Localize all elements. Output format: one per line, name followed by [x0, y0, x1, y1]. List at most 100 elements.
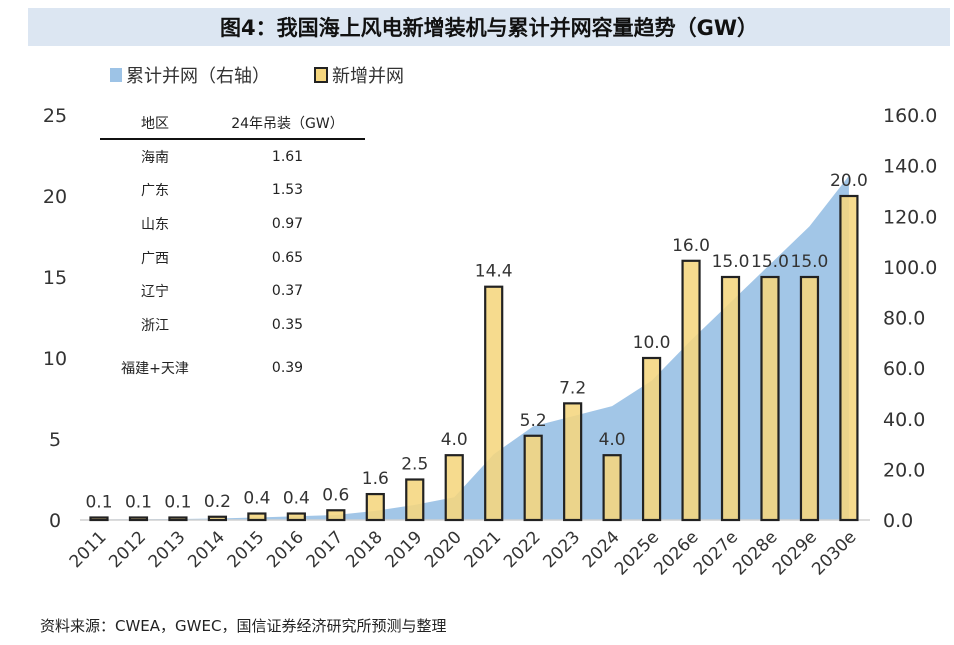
right-axis-tick: 120.0: [883, 206, 937, 228]
x-axis-tick: 2026e: [650, 527, 702, 579]
data-label: 16.0: [672, 236, 710, 256]
x-axis-tick: 2028e: [729, 527, 781, 579]
bar-2011: [89, 516, 109, 522]
cell-region: 广西: [141, 250, 169, 267]
bar-2020: [444, 454, 464, 522]
x-axis-tick: 2011: [66, 527, 111, 572]
x-axis-tick: 2015: [224, 527, 269, 572]
legend-label-cumulative: 累计并网（右轴）: [126, 66, 270, 87]
x-axis-tick: 2021: [461, 527, 506, 572]
header-value: 24年吊装（GW）: [231, 116, 344, 132]
cell-value: 1.61: [271, 148, 304, 165]
bar-2015: [247, 512, 267, 522]
source-note: 资料来源：CWEA，GWEC，国信证券经济研究所预测与整理: [40, 617, 447, 635]
data-label: 15.0: [712, 252, 750, 272]
cell-value: 0.97: [271, 215, 304, 232]
right-axis-tick: 0.0: [883, 510, 913, 532]
left-axis-tick: 10: [43, 348, 67, 370]
cell-value: 1.53: [271, 182, 304, 199]
data-label: 0.6: [322, 485, 349, 505]
data-label: 0.1: [85, 493, 112, 513]
x-axis-tick: 2012: [105, 527, 150, 572]
cell-region: 海南: [141, 149, 169, 166]
data-label: 20.0: [830, 171, 868, 191]
header-region: 地区: [141, 116, 169, 132]
x-axis-tick: 2027e: [690, 527, 742, 579]
x-axis-tick: 2029e: [769, 527, 821, 579]
data-label: 5.2: [520, 411, 547, 431]
cell-value: 0.65: [271, 249, 304, 266]
left-axis-tick: 25: [43, 105, 67, 127]
cell-region: 山东: [141, 216, 169, 233]
table-row: 山东 0.97: [100, 207, 365, 241]
legend-swatch-bar: [314, 67, 328, 83]
x-axis-tick: 2022: [500, 527, 545, 572]
left-axis-tick: 20: [43, 186, 67, 208]
data-label: 7.2: [559, 378, 586, 398]
legend-label-new: 新增并网: [332, 66, 404, 87]
table-row: 福建+天津 0.39: [100, 352, 365, 386]
cell-region: 广东: [141, 183, 169, 200]
left-axis-tick: 0: [49, 510, 61, 532]
chart-title: 图4：我国海上风电新增装机与累计并网容量趋势（GW）: [219, 16, 758, 40]
right-axis-tick: 80.0: [883, 308, 925, 330]
data-label: 0.4: [243, 489, 270, 509]
bar-2021: [484, 285, 504, 522]
right-axis-tick: 160.0: [883, 105, 937, 127]
bar-2022: [523, 434, 543, 522]
table-row: 浙江 0.35: [100, 308, 365, 342]
data-label: 4.0: [441, 430, 468, 450]
bar-2025e: [641, 356, 662, 522]
bar-2026e: [681, 259, 701, 522]
data-label: 15.0: [751, 252, 789, 272]
table-row: 海南 1.61: [100, 140, 365, 174]
right-axis-tick: 100.0: [883, 257, 937, 279]
cell-value: 0.39: [271, 360, 304, 377]
cell-region: 福建+天津: [121, 361, 189, 378]
table-row: 辽宁 0.37: [100, 274, 365, 308]
legend-swatch-area: [110, 68, 122, 82]
bar-2028e: [760, 275, 780, 522]
bar-2014: [207, 515, 228, 522]
bar-2017: [326, 509, 346, 522]
region-table: 地区 24年吊装（GW） 海南 1.61 广东 1.53 山东 0.97 广西 …: [100, 108, 365, 385]
x-axis-tick: 2014: [184, 527, 229, 572]
legend-item-cumulative: 累计并网（右轴）: [110, 62, 270, 88]
data-label: 2.5: [401, 455, 428, 475]
x-axis-tick: 2030e: [808, 527, 860, 579]
x-axis-tick: 2019: [382, 527, 427, 572]
left-axis-tick: 5: [49, 429, 61, 451]
table-row: 广东 1.53: [100, 174, 365, 208]
data-label: 14.4: [475, 262, 513, 282]
bar-2019: [405, 478, 425, 522]
bar-2016: [286, 512, 306, 522]
right-axis-tick: 20.0: [883, 459, 925, 481]
bar-2013: [168, 516, 188, 522]
left-axis-tick: 15: [43, 267, 67, 289]
data-label: 15.0: [791, 252, 829, 272]
table-header: 地区 24年吊装（GW）: [100, 108, 365, 140]
data-label: 0.1: [164, 493, 191, 513]
right-axis-tick: 40.0: [883, 409, 925, 431]
bar-2024: [602, 454, 622, 522]
right-axis-tick: 60.0: [883, 358, 925, 380]
data-label: 4.0: [599, 430, 626, 450]
bar-2023: [563, 402, 583, 522]
x-axis-tick: 2023: [539, 527, 584, 572]
data-label: 0.2: [204, 492, 231, 512]
x-axis-tick: 2018: [342, 527, 387, 572]
chart-title-bar: 图4：我国海上风电新增装机与累计并网容量趋势（GW）: [28, 8, 950, 46]
legend: 累计并网（右轴） 新增并网: [110, 62, 404, 88]
right-axis-tick: 140.0: [883, 156, 937, 178]
bar-2030e: [839, 194, 859, 522]
data-label: 0.1: [125, 493, 152, 513]
x-axis-tick: 2017: [303, 527, 348, 572]
bar-2018: [365, 492, 385, 522]
data-label: 0.4: [283, 489, 310, 509]
x-axis-tick: 2013: [145, 527, 190, 572]
data-label: 10.0: [633, 333, 671, 353]
bar-2029e: [799, 275, 820, 522]
cell-value: 0.35: [271, 316, 304, 333]
x-axis-tick: 2016: [263, 527, 308, 572]
